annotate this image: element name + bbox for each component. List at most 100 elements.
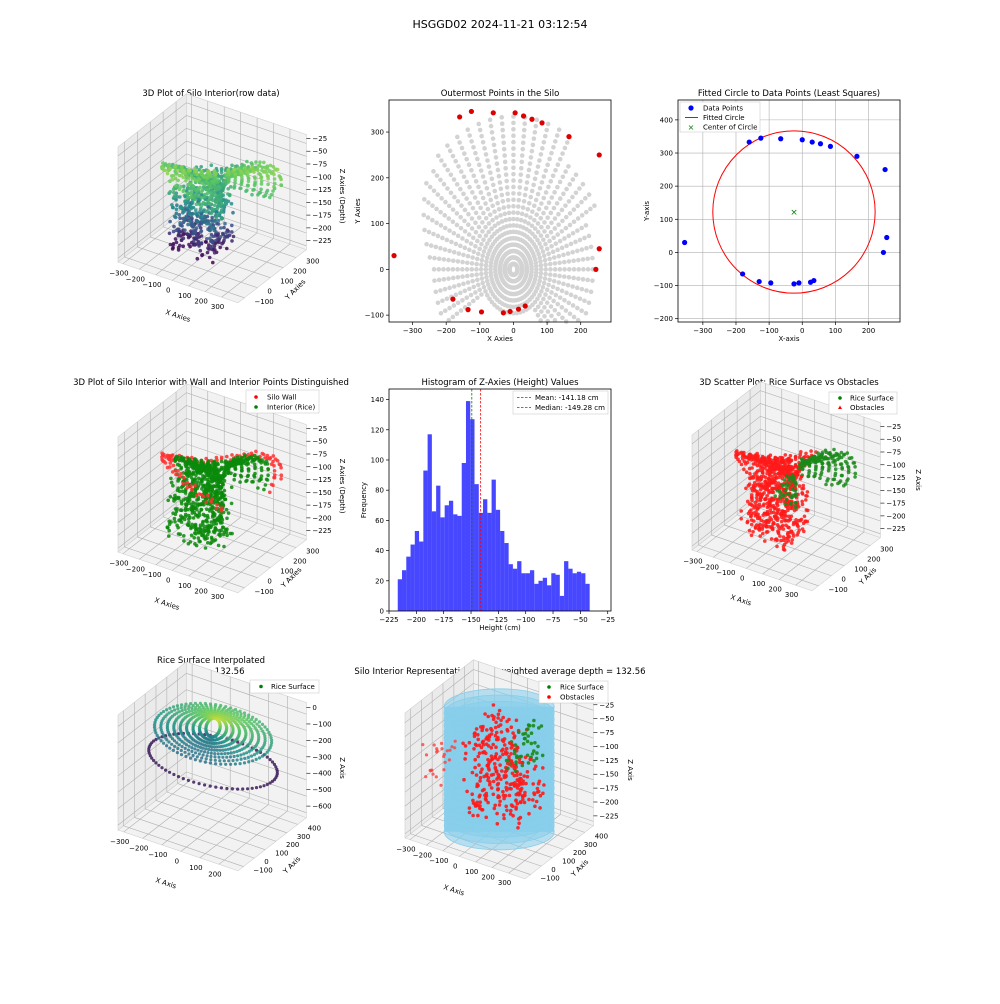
- scan-point: [566, 283, 571, 288]
- surface-point: [182, 777, 185, 780]
- scan-point: [488, 212, 493, 217]
- scan-point: [551, 250, 556, 255]
- z-tick-label: −100: [312, 173, 331, 181]
- cloud-point: [195, 494, 199, 498]
- legend-label: Mean: -141.18 cm: [535, 394, 599, 402]
- z-axis-label: Z Axis: [914, 469, 922, 491]
- legend: Silo Wall Interior (Rice): [246, 390, 319, 413]
- cloud-point: [210, 163, 214, 167]
- cloud-point: [187, 243, 191, 247]
- cloud-point: [813, 455, 817, 459]
- scan-point: [518, 179, 523, 184]
- scan-point: [459, 203, 464, 208]
- scan-point: [445, 143, 450, 148]
- scan-point: [576, 216, 581, 221]
- scan-point: [452, 284, 457, 289]
- surface-point: [168, 747, 171, 750]
- scan-point: [522, 199, 527, 204]
- cloud-point: [853, 475, 857, 479]
- scan-point: [488, 118, 493, 123]
- scan-point: [499, 186, 504, 191]
- surface-point: [204, 747, 207, 750]
- cloud-point: [166, 172, 170, 176]
- scan-point: [466, 254, 471, 259]
- legend-label: Rice Surface: [850, 395, 894, 403]
- cloud-point: [220, 171, 224, 175]
- cloud-point: [225, 455, 229, 459]
- cloud-point: [764, 459, 768, 463]
- scan-point: [543, 272, 548, 277]
- cloud-point: [225, 534, 229, 538]
- y-tick-label: 100: [371, 220, 384, 228]
- cloud-point: [761, 527, 765, 531]
- scan-point: [557, 274, 562, 279]
- y-tick-label: −100: [828, 586, 847, 594]
- z-tick-label: −100: [312, 463, 331, 471]
- scan-point: [479, 292, 484, 297]
- surface-point: [255, 786, 258, 789]
- cloud-point: [776, 489, 780, 493]
- cloud-point: [172, 464, 176, 468]
- x-tick-label: −75: [546, 616, 561, 624]
- cloud-point: [220, 495, 224, 499]
- cloud-point: [205, 222, 209, 226]
- scan-point: [464, 239, 469, 244]
- cloud-point: [819, 473, 823, 477]
- x-tick-label: 300: [211, 593, 224, 601]
- scan-point: [439, 223, 444, 228]
- cloud-point: [171, 206, 175, 210]
- surface-point: [187, 748, 190, 751]
- scan-point: [552, 206, 557, 211]
- scan-point: [456, 301, 461, 306]
- scan-point: [452, 195, 457, 200]
- scan-point: [556, 312, 561, 317]
- cloud-point: [782, 517, 786, 521]
- scan-point: [451, 207, 456, 212]
- scan-point: [460, 298, 465, 303]
- cloud-point: [212, 513, 216, 517]
- y-tick-label: 0: [669, 249, 673, 257]
- cloud-point: [762, 502, 766, 506]
- cloud-point: [279, 178, 283, 182]
- cloud-point: [220, 456, 224, 460]
- scan-point: [537, 158, 542, 163]
- cloud-point: [791, 538, 795, 542]
- cloud-point: [208, 223, 212, 227]
- cloud-point: [767, 482, 771, 486]
- panel-title: 3D Plot of Silo Interior(row data): [142, 89, 279, 99]
- surface-point: [223, 759, 226, 762]
- surface-point: [233, 751, 236, 754]
- scan-point: [525, 207, 530, 212]
- cloud-point: [177, 246, 181, 250]
- surface-point: [251, 716, 254, 719]
- cloud-point: [201, 520, 205, 524]
- scan-point: [551, 235, 556, 240]
- surface-point: [259, 785, 262, 788]
- cloud-point: [250, 480, 254, 484]
- scan-point: [459, 169, 464, 174]
- scan-point: [557, 260, 562, 265]
- scan-point: [449, 190, 454, 195]
- surface-point: [214, 762, 217, 765]
- outermost-point: [593, 267, 598, 272]
- surface-point: [162, 742, 165, 745]
- cloud-point: [782, 527, 786, 531]
- x-tick-label: −100: [516, 616, 535, 624]
- scan-point: [470, 226, 475, 231]
- scan-point: [541, 285, 546, 290]
- cloud-point: [183, 228, 187, 232]
- scan-point: [545, 319, 550, 324]
- cloud-point: [833, 460, 837, 464]
- cloud-point: [804, 498, 808, 502]
- cloud-point: [214, 187, 218, 191]
- cloud-point: [735, 454, 739, 458]
- cloud-point: [814, 460, 818, 464]
- cloud-point: [790, 467, 794, 471]
- scan-point: [560, 229, 565, 234]
- scan-point: [458, 291, 463, 296]
- surface-point: [194, 702, 197, 705]
- cloud-point: [169, 167, 173, 171]
- scan-point: [563, 169, 568, 174]
- cloud-point: [777, 481, 781, 485]
- cloud-point: [253, 177, 257, 181]
